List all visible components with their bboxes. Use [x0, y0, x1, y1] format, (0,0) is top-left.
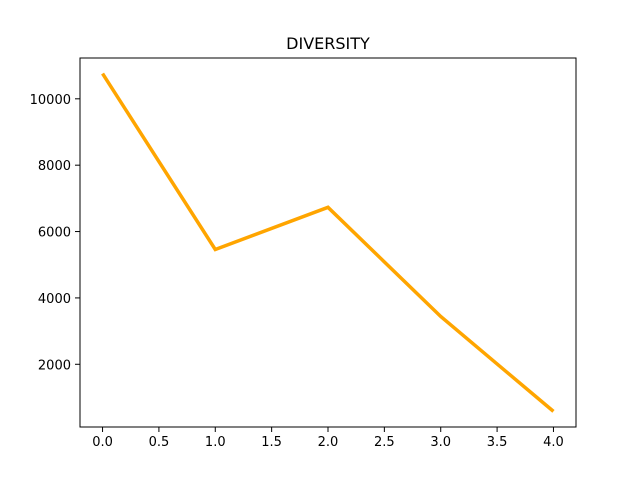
x-tick-label: 1.0 — [205, 435, 226, 450]
y-tick-label: 10000 — [30, 93, 71, 108]
x-tick-label: 0.5 — [149, 435, 170, 450]
y-tick-label: 6000 — [38, 226, 71, 241]
x-tick-label: 4.0 — [543, 435, 564, 450]
x-tick-label: 1.5 — [261, 435, 282, 450]
chart-title: DIVERSITY — [286, 34, 370, 53]
x-tick-label: 3.5 — [487, 435, 508, 450]
y-tick-label: 8000 — [38, 159, 71, 174]
x-tick-label: 0.0 — [92, 435, 113, 450]
x-tick-label: 2.0 — [318, 435, 339, 450]
x-tick-label: 3.0 — [430, 435, 451, 450]
y-tick-label: 4000 — [38, 292, 71, 307]
plot-area: 0.0 0.5 1.0 1.5 2.0 2.5 3.0 3.5 4.0 2000 4000 6000 8… — [30, 57, 577, 450]
x-tick-label: 2.5 — [374, 435, 395, 450]
y-tick-label: 2000 — [38, 358, 71, 373]
